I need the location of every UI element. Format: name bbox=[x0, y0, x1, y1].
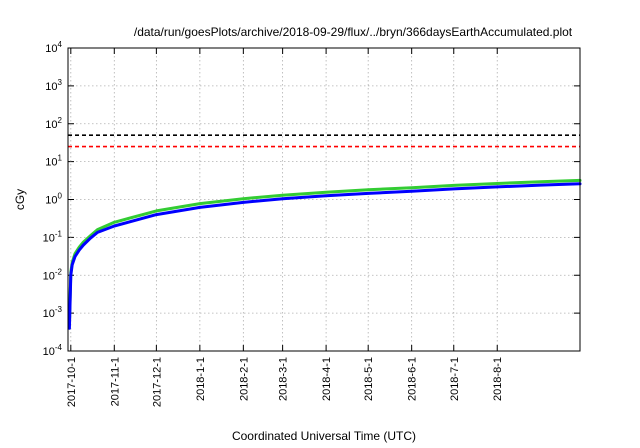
reference-lines bbox=[68, 134, 580, 148]
x-axis-label: Coordinated Universal Time (UTC) bbox=[232, 429, 416, 443]
x-tick-label: 2018-2-1 bbox=[238, 357, 250, 401]
y-tick-label: 101 bbox=[45, 154, 62, 169]
x-tick-label: 2018-3-1 bbox=[278, 357, 290, 401]
y-tick-label: 10-1 bbox=[43, 229, 63, 244]
y-tick-label: 10-4 bbox=[43, 343, 63, 358]
x-tick-label: 2017-12-1 bbox=[151, 357, 163, 407]
x-tick-label: 2017-11-1 bbox=[109, 357, 121, 406]
x-tick-label: 2018-4-1 bbox=[321, 357, 333, 401]
x-tick-label: 2018-7-1 bbox=[449, 357, 461, 401]
chart-title: /data/run/goesPlots/archive/2018-09-29/f… bbox=[134, 25, 573, 39]
y-tick-label: 103 bbox=[45, 78, 62, 93]
y-tick-label: 100 bbox=[45, 192, 62, 207]
x-tick-label: 2018-8-1 bbox=[492, 357, 504, 401]
grid-layer bbox=[68, 47, 580, 352]
y-tick-labels: 10-4 10-3 10-2 10-1 100 101 102 103 104 bbox=[43, 40, 63, 358]
y-tick-label: 10-3 bbox=[43, 305, 63, 320]
series-line bbox=[67, 182, 582, 330]
series-line bbox=[67, 178, 582, 326]
x-tick-label: 2018-6-1 bbox=[407, 357, 419, 401]
y-tick-label: 104 bbox=[45, 40, 62, 55]
x-tick-label: 2017-10-1 bbox=[66, 357, 78, 407]
y-tick-label: 102 bbox=[45, 116, 62, 131]
x-tick-labels: 2017-10-1 2017-11-1 2017-12-1 2018-1-1 2018-… bbox=[66, 357, 504, 407]
x-tick-label: 2018-1-1 bbox=[195, 357, 207, 401]
y-tick-label: 10-2 bbox=[43, 267, 63, 282]
x-tick-label: 2018-5-1 bbox=[363, 357, 375, 401]
y-axis-label: cGy bbox=[13, 189, 27, 210]
series-layer bbox=[67, 178, 582, 330]
plot-frame bbox=[67, 47, 581, 352]
